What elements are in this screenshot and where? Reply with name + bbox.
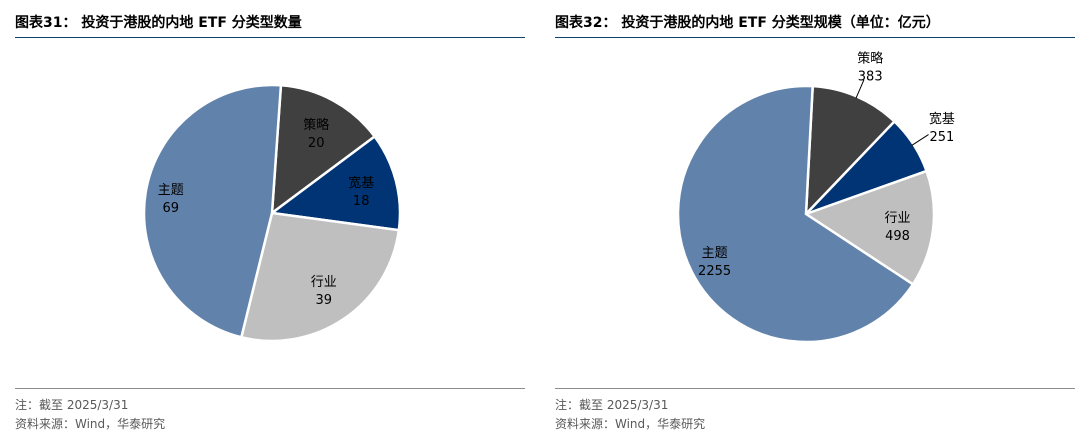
chart-note: 注：截至 2025/3/31 [555,398,669,412]
slice-value-2: 39 [316,293,333,308]
pie-slice-2 [239,211,401,343]
pie-slice-2 [803,169,936,287]
leader-line-0 [855,79,865,99]
slice-label-3: 主题 [702,246,728,261]
slice-value-0: 383 [858,69,883,84]
pie-slice-0 [270,83,377,216]
pie-slice-3 [676,84,915,344]
pie-slice-1 [268,134,402,232]
slice-value-0: 20 [308,136,325,151]
chart-panel-left: 图表31： 投资于港股的内地 ETF 分类型数量 策略 20 宽基 18 行业 39 主题 6… [15,15,525,431]
pie-chart-size: 策略 383 宽基 251 行业 498 主题 2255 [676,50,955,344]
chart-source: 资料来源：Wind，华泰研究 [555,417,706,431]
slice-label-1: 宽基 [348,175,374,191]
chart-title: 图表31： 投资于港股的内地 ETF 分类型数量 [15,15,302,31]
pie-chart-count: 策略 20 宽基 18 行业 39 主题 69 [142,83,402,343]
slice-label-0: 策略 [303,117,329,133]
leader-line-1 [911,134,929,146]
slice-value-3: 2255 [698,264,731,279]
pie-slice-3 [142,83,283,339]
title-divider [15,37,525,38]
chart-note: 注：截至 2025/3/31 [15,398,129,412]
slice-label-0: 策略 [857,50,883,66]
footnote-divider [555,388,1075,389]
chart-panel-right: 图表32： 投资于港股的内地 ETF 分类型规模（单位：亿元） 策略 383 宽基 2… [550,0,1080,440]
slice-value-1: 251 [929,130,954,145]
slice-value-1: 18 [353,194,370,209]
slice-label-2: 行业 [884,211,910,226]
slice-label-2: 行业 [311,275,337,290]
slice-value-2: 498 [885,229,910,244]
slice-value-3: 69 [163,201,180,216]
chart-source: 资料来源：Wind，华泰研究 [15,417,166,431]
chart-title: 图表32： 投资于港股的内地 ETF 分类型规模（单位：亿元） [555,15,940,31]
title-divider [555,37,1075,38]
footnote-divider [15,388,525,389]
slice-label-3: 主题 [158,183,184,198]
slice-label-1: 宽基 [929,111,955,127]
